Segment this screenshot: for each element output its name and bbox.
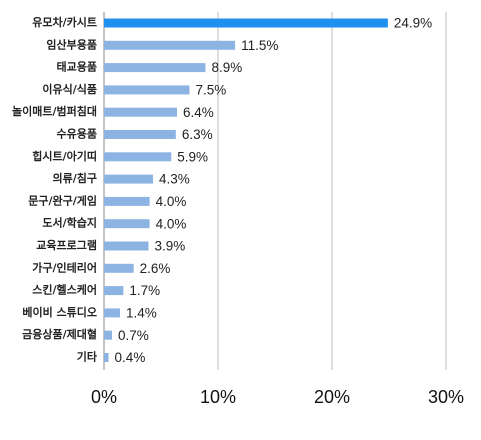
value-label: 0.4% [115, 350, 146, 365]
value-label: 2.6% [140, 261, 171, 276]
category-label: 베이비 스튜디오 [22, 305, 97, 319]
value-label: 5.9% [177, 149, 208, 164]
bar [104, 286, 124, 296]
category-label: 임산부용품 [46, 37, 97, 51]
value-label: 6.4% [183, 105, 214, 120]
x-tick-label: 10% [200, 387, 236, 407]
x-tick-label: 20% [314, 387, 350, 407]
bar [104, 85, 190, 95]
value-label: 7.5% [196, 82, 227, 97]
category-label: 놀이매트/범퍼침대 [12, 104, 97, 118]
category-label: 문구/완구/게임 [28, 193, 97, 207]
bar [104, 263, 134, 273]
category-label: 이유식/식품 [42, 82, 97, 96]
category-label: 수유용품 [57, 128, 97, 141]
category-label: 금융상품/제대혈 [22, 327, 97, 341]
bar [104, 174, 154, 184]
category-label: 힙시트/아기띠 [32, 149, 97, 163]
bar [104, 219, 150, 229]
bar [104, 241, 149, 251]
value-label: 0.7% [118, 328, 149, 343]
category-label: 스킨/헬스케어 [32, 283, 97, 297]
value-label: 4.0% [156, 194, 187, 209]
bar [104, 130, 176, 139]
category-label: 의류/침구 [53, 171, 98, 185]
value-label: 8.9% [211, 60, 242, 75]
value-label: 1.4% [126, 305, 157, 320]
value-label: 24.9% [394, 16, 432, 31]
bar [104, 353, 109, 362]
category-label: 태교용품 [57, 60, 97, 74]
value-label: 11.5% [241, 38, 278, 53]
category-label: 기타 [77, 350, 98, 364]
value-label: 6.3% [182, 127, 213, 142]
value-label: 4.3% [159, 172, 190, 187]
bar [104, 40, 236, 50]
bar [104, 63, 206, 73]
value-label: 3.9% [154, 239, 185, 254]
category-label: 가구/인테리어 [32, 260, 97, 274]
value-label: 1.7% [129, 283, 160, 298]
bar [104, 330, 112, 340]
x-tick-label: 0% [91, 387, 117, 407]
category-label: 교육프로그램 [36, 238, 97, 252]
category-label: 유모차/카시트 [32, 15, 97, 29]
x-tick-label: 30% [428, 387, 464, 407]
bar [104, 196, 150, 206]
bar [104, 308, 120, 318]
value-label: 4.0% [156, 216, 187, 231]
bar [104, 107, 177, 117]
bar [104, 152, 172, 162]
bar [104, 18, 388, 28]
category-label: 도서/학습지 [42, 216, 97, 230]
